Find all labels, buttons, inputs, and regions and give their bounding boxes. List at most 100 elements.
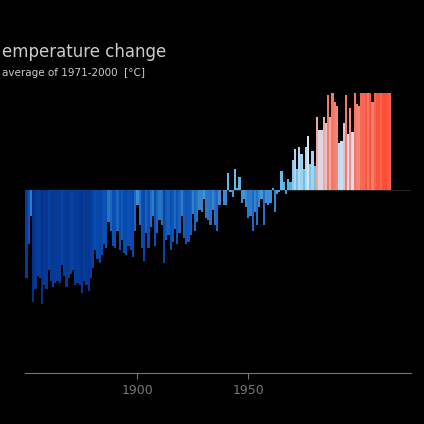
Bar [374, 72, 376, 190]
Bar [265, 190, 267, 203]
Bar [321, 130, 323, 190]
Bar [167, 190, 170, 235]
Bar [225, 190, 227, 205]
Bar [190, 190, 192, 235]
Bar [216, 190, 218, 231]
Bar [287, 179, 289, 190]
Bar [349, 109, 351, 190]
Bar [65, 190, 67, 287]
Bar [196, 190, 198, 223]
Bar [161, 190, 163, 225]
Bar [309, 165, 312, 190]
Bar [152, 190, 154, 216]
Bar [192, 190, 194, 214]
Bar [185, 190, 187, 244]
Bar [25, 190, 28, 279]
Bar [376, 55, 378, 190]
Bar [145, 190, 148, 233]
Bar [139, 190, 141, 225]
Bar [382, 44, 385, 190]
Bar [143, 190, 145, 261]
Bar [54, 190, 56, 283]
Bar [154, 190, 156, 246]
Bar [198, 190, 201, 209]
Bar [56, 190, 59, 281]
Bar [274, 190, 276, 212]
Bar [90, 190, 92, 279]
Bar [79, 190, 81, 285]
Bar [327, 95, 329, 190]
Bar [74, 190, 76, 285]
Bar [289, 181, 292, 190]
Bar [105, 190, 108, 248]
Bar [283, 181, 285, 190]
Bar [323, 117, 325, 190]
Bar [67, 190, 70, 279]
Bar [378, 57, 380, 190]
Bar [179, 190, 181, 233]
Bar [85, 190, 87, 285]
Bar [125, 190, 128, 255]
Bar [70, 190, 72, 274]
Bar [96, 190, 99, 259]
Bar [76, 190, 79, 283]
Bar [99, 190, 101, 263]
Bar [39, 190, 41, 279]
Bar [207, 190, 209, 220]
Bar [338, 143, 340, 190]
Bar [385, 53, 387, 190]
Bar [254, 190, 256, 212]
Bar [371, 102, 374, 190]
Bar [292, 160, 294, 190]
Bar [172, 190, 174, 242]
Bar [181, 190, 183, 216]
Bar [128, 190, 130, 246]
Bar [176, 190, 179, 244]
Bar [130, 190, 132, 251]
Bar [347, 134, 349, 190]
Bar [389, 74, 391, 190]
Bar [72, 190, 74, 270]
Bar [251, 190, 254, 231]
Bar [301, 153, 303, 190]
Bar [159, 190, 161, 220]
Bar [114, 190, 116, 248]
Bar [263, 190, 265, 225]
Bar [245, 190, 247, 207]
Bar [249, 190, 251, 216]
Bar [307, 137, 309, 190]
Bar [256, 190, 258, 225]
Bar [303, 169, 305, 190]
Bar [165, 190, 167, 240]
Bar [218, 190, 220, 205]
Bar [260, 190, 263, 199]
Bar [30, 190, 32, 216]
Bar [103, 190, 105, 244]
Bar [134, 190, 136, 231]
Bar [285, 190, 287, 195]
Bar [92, 190, 94, 268]
Bar [50, 190, 52, 281]
Bar [294, 149, 296, 190]
Bar [209, 190, 212, 225]
Bar [232, 190, 234, 197]
Bar [345, 95, 347, 190]
Bar [170, 190, 172, 251]
Bar [314, 167, 316, 190]
Bar [203, 190, 205, 199]
Bar [214, 190, 216, 225]
Bar [108, 190, 110, 223]
Bar [343, 123, 345, 190]
Bar [363, 76, 365, 190]
Bar [116, 190, 119, 231]
Bar [354, 93, 356, 190]
Bar [298, 147, 301, 190]
Bar [201, 190, 203, 212]
Bar [183, 190, 185, 237]
Bar [194, 190, 196, 231]
Bar [112, 190, 114, 246]
Bar [132, 190, 134, 257]
Bar [387, 59, 389, 190]
Bar [358, 106, 360, 190]
Bar [236, 188, 238, 190]
